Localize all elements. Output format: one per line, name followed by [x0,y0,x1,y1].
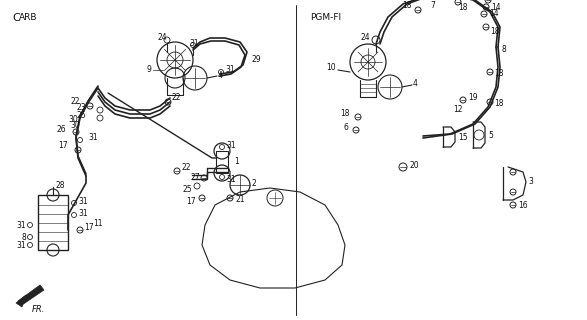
Text: 31: 31 [16,241,26,250]
Text: 10: 10 [326,63,336,73]
Text: 17: 17 [84,222,93,231]
Polygon shape [16,295,26,307]
Text: 23: 23 [76,103,86,113]
Text: 30: 30 [68,116,77,124]
Text: 22: 22 [172,93,181,102]
Text: 16: 16 [518,201,528,210]
Text: FR.: FR. [32,305,45,314]
Text: 31: 31 [78,209,87,218]
Text: 18: 18 [458,3,467,12]
Text: ARB: ARB [19,13,38,22]
Text: 3: 3 [528,178,533,187]
Text: 18: 18 [494,100,504,108]
Text: 31: 31 [78,196,87,205]
Text: 31: 31 [225,66,235,75]
Text: 24: 24 [360,34,370,43]
Text: 25: 25 [183,185,192,194]
Text: 4: 4 [218,70,223,79]
Text: 26: 26 [56,125,66,134]
Text: 4: 4 [413,79,418,89]
Text: 18: 18 [494,69,504,78]
Text: 25: 25 [76,111,86,121]
Text: 17: 17 [58,141,68,150]
Text: 2: 2 [252,179,257,188]
Bar [38,195,68,250]
Text: 9: 9 [146,66,151,75]
Text: 21: 21 [236,196,245,204]
Text: 17: 17 [187,196,196,205]
Text: 15: 15 [458,132,468,141]
Text: 31: 31 [226,174,235,183]
Text: 30: 30 [70,122,80,131]
Text: 18: 18 [490,28,500,36]
Text: 31: 31 [88,133,97,142]
Text: 31: 31 [189,38,198,47]
Text: C: C [12,13,20,23]
Text: 1: 1 [234,156,239,165]
Text: 19: 19 [468,93,478,102]
Text: 5: 5 [488,131,493,140]
Text: 7: 7 [430,2,435,11]
Text: 28: 28 [55,180,65,189]
Text: 20: 20 [410,161,420,170]
Text: 22: 22 [70,98,80,107]
Polygon shape [18,285,44,305]
Text: 18: 18 [340,109,350,118]
Text: 18: 18 [403,2,412,11]
Text: 22: 22 [182,163,191,172]
Text: 12: 12 [453,106,463,115]
Text: 31: 31 [16,220,26,229]
Text: 29: 29 [251,55,261,65]
Text: 8: 8 [502,45,507,54]
Text: 31: 31 [226,140,235,149]
Text: PGM-FI: PGM-FI [310,13,341,22]
Text: 27: 27 [190,173,200,182]
Text: 11: 11 [93,219,103,228]
Text: 8: 8 [21,233,26,242]
Text: 14: 14 [489,10,498,19]
Text: 6: 6 [343,124,348,132]
Bar [216,151,228,173]
Text: 14: 14 [491,3,501,12]
Text: 24: 24 [157,34,167,43]
Text: 13: 13 [493,0,502,3]
